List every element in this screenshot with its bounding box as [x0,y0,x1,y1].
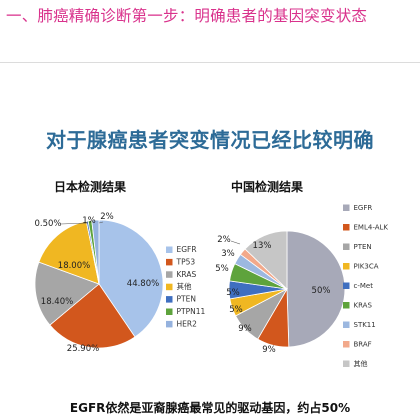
pie1-data-label-stk11: 3% [221,249,235,259]
pie0-slice-egfr [98,219,164,338]
pie0-legend-swatch-ptpn11 [166,308,173,315]
pie0-legend-label-item-3: 其他 [177,281,192,291]
pie1-legend-label-kras: KRAS [354,302,373,310]
pie1-legend-swatch-braf [343,341,350,348]
pie0-legend-swatch-tp53 [166,258,173,266]
pie1-data-label-braf: 2% [217,235,231,245]
pie0-legend-swatch-pten [166,296,173,303]
pie0-data-label-tp53: 25.90% [67,344,99,354]
pie1-legend-swatch-stk11 [343,321,350,328]
pie1-data-label-pten: 9% [238,324,252,334]
pie1-data-label-pik3ca: 5% [229,305,243,315]
pie1-legend-label-braf: BRAF [354,341,372,349]
pie0-legend-label-kras: KRAS [177,270,197,279]
pie0-data-label-item-3: 18.00% [58,261,90,271]
pie1-legend-swatch-pik3ca [343,263,350,270]
pie0-leader-line-pten [60,222,89,225]
pie1-leader-line-braf [230,240,241,245]
pie0-data-label-pten: 0.50% [34,219,61,229]
pie1-legend-swatch-kras [343,302,350,309]
pie1-legend-label-pik3ca: PIK3CA [354,263,379,271]
japan-chart-title: 日本检测结果 [54,180,127,194]
pie0-legend-swatch-kras [166,271,173,278]
pie1-slice-item-8 [244,230,288,290]
pie0-data-label-her2: 2% [100,212,114,222]
pie0-legend-swatch-item-3 [166,283,173,291]
pie1-legend-swatch-egfr [343,204,350,211]
pie1-legend-label-pten: PTEN [354,243,372,251]
pie0-slice-her2 [91,219,100,285]
pie0-data-label-kras: 18.40% [41,297,73,307]
pie1-legend-swatch-pten [343,243,350,250]
pie1-legend-label-item-8: 其他 [354,359,368,368]
pie0-legend-swatch-egfr [166,246,173,253]
china-chart-title: 中国检测结果 [231,180,304,194]
slide-title: 对于腺癌患者突变情况已经比较明确 [46,128,374,152]
pie1-data-label-egfr: 50% [312,286,331,296]
pie1-legend-label-stk11: STK11 [354,321,376,329]
pie1-data-label-kras: 5% [215,264,229,274]
pie0-slice-kras [34,261,100,326]
pie0-legend-swatch-her2 [166,320,173,328]
pie0-legend-label-ptpn11: PTPN11 [177,307,206,316]
pie1-legend-swatch-item-8 [343,360,350,367]
pie1-data-label-eml4-alk: 9% [262,345,276,355]
pie1-legend-label-eml4-alk: EML4-ALK [354,224,389,232]
pie1-legend-swatch-c-met [343,282,350,289]
pie1-legend-label-egfr: EGFR [354,204,373,212]
pie0-slice-item-3 [38,220,100,285]
pie0-legend-label-pten: PTEN [177,295,196,304]
pie1-data-label-item-8: 13% [253,241,272,251]
pie0-legend-label-tp53: TP53 [176,257,196,266]
pie0-data-label-egfr: 44.80% [127,279,159,289]
pie0-legend-label-egfr: EGFR [177,245,197,254]
pie1-legend-label-c-met: c-Met [354,282,374,290]
pie0-slice-tp53 [49,283,136,349]
pie1-legend-swatch-eml4-alk [343,224,350,231]
pie0-data-label-ptpn11: 1% [82,216,96,226]
pie1-data-label-c-met: 5% [226,288,240,298]
header-divider [0,62,420,63]
pie0-leader-line-her2 [98,221,104,224]
page-header-title: 一、肺癌精确诊断第一步：明确患者的基因突变状态 [6,7,368,25]
slide-footer-note: EGFR依然是亚裔腺癌最常见的驱动基因，约占50% [69,401,351,415]
pie0-legend-label-her2: HER2 [177,319,198,328]
